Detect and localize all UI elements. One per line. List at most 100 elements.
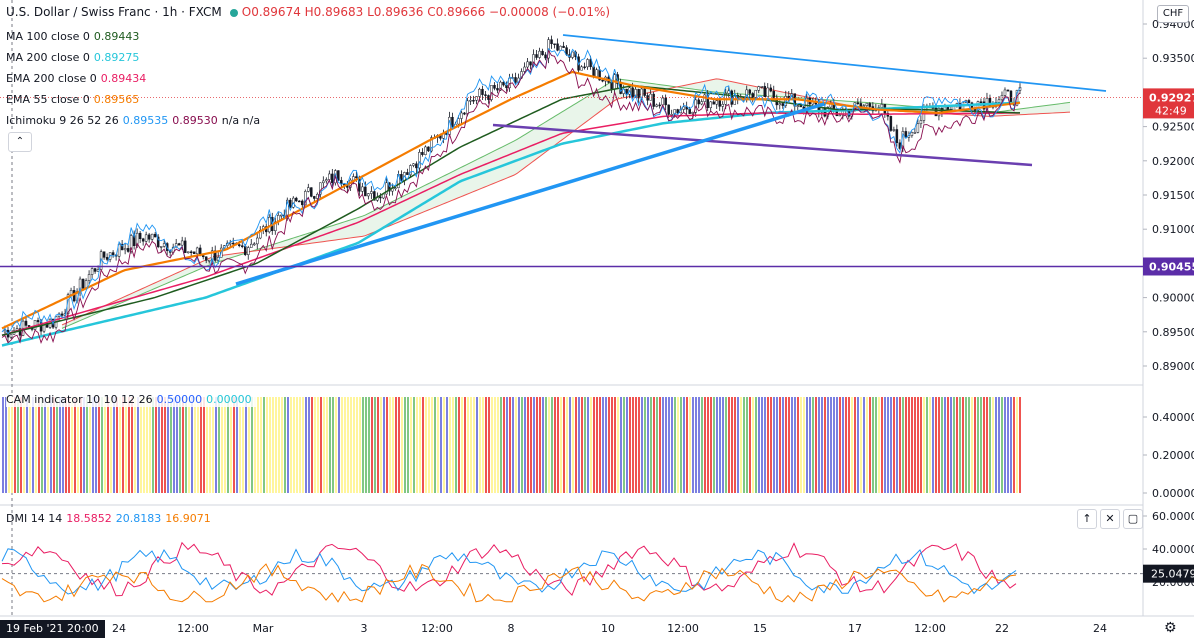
cam-bar xyxy=(656,397,658,493)
candle-body xyxy=(685,106,688,110)
candle-body xyxy=(337,170,340,181)
cam-bar xyxy=(5,397,7,493)
candle-body xyxy=(319,182,322,195)
candle-body xyxy=(322,180,325,184)
cam-bar xyxy=(476,397,478,493)
legend-ichimoku[interactable]: Ichimoku 9 26 52 26 0.89535 0.89530 n/a n/a xyxy=(6,114,261,127)
candle-body xyxy=(129,235,133,252)
cam-bar xyxy=(686,397,688,493)
cam-bar xyxy=(287,397,289,493)
cam-bar xyxy=(125,397,127,493)
legend-ema55[interactable]: EMA 55 close 0 0.89565 xyxy=(6,93,140,106)
cam-bar xyxy=(74,397,76,493)
cam-bar xyxy=(227,397,229,493)
cam-bar xyxy=(506,397,508,493)
cam-bar xyxy=(785,397,787,493)
candle-body xyxy=(256,237,259,245)
cam-bar xyxy=(158,397,160,493)
cam-bar xyxy=(866,397,868,493)
cam-bar xyxy=(185,397,187,493)
cam-bar xyxy=(1019,397,1021,493)
candle-body xyxy=(249,243,253,248)
time-axis-label: 12:00 xyxy=(914,622,946,635)
cam-bar xyxy=(2,397,4,493)
candle-body xyxy=(304,191,307,206)
settings-gear-icon[interactable]: ⚙ xyxy=(1164,620,1177,636)
move-up-pane-button[interactable]: ↑ xyxy=(1077,509,1097,529)
cam-bar xyxy=(86,397,88,493)
candle-body xyxy=(415,163,418,169)
candle-body xyxy=(370,191,373,194)
cam-bar xyxy=(806,397,808,493)
cam-bar xyxy=(527,397,529,493)
cam-bar xyxy=(512,397,514,493)
candle-body xyxy=(367,193,370,197)
cam-bar xyxy=(38,397,40,493)
cam-bar xyxy=(659,397,661,493)
cam-bar xyxy=(14,397,16,493)
cam-legend[interactable]: CAM indicator 10 10 12 26 0.50000 0.00000 xyxy=(6,393,256,407)
candle-body xyxy=(400,174,403,181)
candle-body xyxy=(523,66,526,72)
price-tick-label: 0.93500 xyxy=(1152,52,1194,65)
cam-bar xyxy=(605,397,607,493)
candle-body xyxy=(631,87,634,97)
maximize-pane-button[interactable]: ▢ xyxy=(1123,509,1143,529)
cam-bar xyxy=(107,397,109,493)
cam-bar xyxy=(89,397,91,493)
candle-body xyxy=(913,132,917,134)
symbol-header[interactable]: U.S. Dollar / Swiss Franc · 1h · FXCM O0.… xyxy=(6,5,614,19)
cam-bar xyxy=(764,397,766,493)
cam-bar xyxy=(557,397,559,493)
dmi-legend[interactable]: DMI 14 14 18.5852 20.8183 16.9071 xyxy=(6,512,211,525)
cam-bar xyxy=(533,397,535,493)
cam-bar xyxy=(245,397,247,493)
cam-bar xyxy=(203,397,205,493)
cam-bar xyxy=(587,397,589,493)
cam-bar xyxy=(752,397,754,493)
dmi-adx-line xyxy=(1,563,1017,603)
cam-bar xyxy=(668,397,670,493)
legend-ma200[interactable]: MA 200 close 0 0.89275 xyxy=(6,51,140,64)
collapse-legend-button[interactable]: ⌃ xyxy=(8,132,32,152)
candle-body xyxy=(150,233,154,240)
cam-bar xyxy=(635,397,637,493)
cam-bar xyxy=(692,397,694,493)
cam-bar xyxy=(893,397,895,493)
legend-ema200[interactable]: EMA 200 close 0 0.89434 xyxy=(6,72,147,85)
candle-body xyxy=(159,246,163,248)
time-axis-label: 8 xyxy=(508,622,515,635)
cam-bar xyxy=(776,397,778,493)
cam-bar xyxy=(665,397,667,493)
candle-body xyxy=(715,100,718,105)
cam-bar xyxy=(80,397,82,493)
cam-bar xyxy=(389,397,391,493)
candle-body xyxy=(310,187,313,197)
cam-bar xyxy=(320,397,322,493)
cam-bar xyxy=(344,397,346,493)
cam-bar xyxy=(161,397,163,493)
cam-bar xyxy=(791,397,793,493)
candle-body xyxy=(385,182,388,195)
cam-bar xyxy=(653,397,655,493)
cam-bar xyxy=(338,397,340,493)
candle-body xyxy=(799,105,803,108)
candle-body xyxy=(571,51,574,58)
cam-bar xyxy=(716,397,718,493)
cam-bar xyxy=(8,397,10,493)
candle-body xyxy=(967,100,971,104)
cam-bar xyxy=(401,397,403,493)
candle-body xyxy=(81,278,85,289)
candle-body xyxy=(427,146,430,152)
legend-ma100[interactable]: MA 100 close 0 0.89443 xyxy=(6,30,140,43)
cam-bar xyxy=(98,397,100,493)
candle-body xyxy=(430,137,433,152)
candle-body xyxy=(514,77,517,83)
price-tick-label: 0.91500 xyxy=(1152,189,1194,202)
candle-body xyxy=(757,86,760,91)
cam-bar xyxy=(953,397,955,493)
ichimoku-cloud xyxy=(62,78,1070,329)
close-pane-button[interactable]: ✕ xyxy=(1100,509,1120,529)
currency-label[interactable]: CHF xyxy=(1157,5,1189,23)
